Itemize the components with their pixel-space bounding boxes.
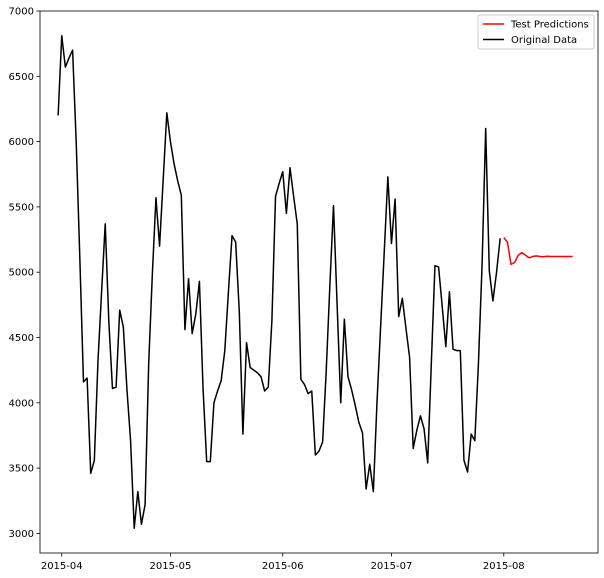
x-tick-label: 2015-07 bbox=[371, 561, 413, 572]
series-layer bbox=[57, 35, 573, 529]
series-line-test-predictions bbox=[503, 237, 573, 266]
y-tick-label: 4500 bbox=[9, 333, 34, 344]
x-tick-label: 2015-05 bbox=[150, 561, 192, 572]
x-tick-label: 2015-08 bbox=[483, 561, 525, 572]
legend-box bbox=[477, 14, 595, 50]
series-line-original-data bbox=[57, 35, 501, 529]
y-tick-label: 6000 bbox=[9, 137, 34, 148]
axes-frame bbox=[39, 10, 599, 554]
y-tick-label: 5000 bbox=[9, 268, 34, 279]
x-tick-label: 2015-04 bbox=[41, 561, 83, 572]
y-tick-label: 3500 bbox=[9, 464, 34, 475]
y-tick-label: 6500 bbox=[9, 72, 34, 83]
legend: Test Predictions Original Data bbox=[477, 14, 595, 50]
y-tick-label: 3000 bbox=[9, 529, 34, 540]
legend-label-test-predictions: Test Predictions bbox=[510, 20, 589, 31]
x-axis: 2015-04 2015-05 2015-06 2015-07 2015-08 bbox=[41, 553, 525, 572]
x-tick-label: 2015-06 bbox=[262, 561, 304, 572]
y-tick-label: 7000 bbox=[9, 7, 34, 18]
y-tick-label: 5500 bbox=[9, 202, 34, 213]
y-axis: 3000 3500 4000 4500 5000 5500 6000 6500 7000 bbox=[9, 7, 40, 540]
legend-label-original-data: Original Data bbox=[511, 35, 577, 46]
y-tick-label: 4000 bbox=[9, 398, 34, 409]
